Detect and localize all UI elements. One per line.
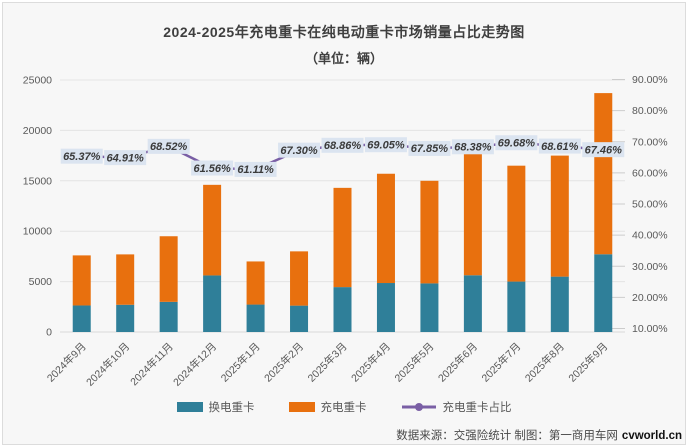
bar-segment-battery-swap bbox=[203, 275, 222, 332]
legend-item-share: 充电重卡占比 bbox=[401, 399, 512, 415]
x-axis-label: 2025年3月 bbox=[305, 340, 350, 385]
legend-label-charging: 充电重卡 bbox=[320, 402, 367, 414]
y2-axis-label: 70.00% bbox=[632, 136, 668, 148]
bar-segment-charging bbox=[463, 152, 482, 276]
bar-segment-charging bbox=[159, 236, 178, 302]
x-axis-label: 2025年6月 bbox=[435, 340, 480, 385]
site-name: cvworld.cn bbox=[621, 430, 682, 442]
legend-item-charging: 充电重卡 bbox=[288, 399, 367, 415]
y-axis-label: 25000 bbox=[23, 75, 52, 87]
source-text: 数据来源：交强险统计 制图：第一商用车网 bbox=[396, 430, 618, 442]
x-axis-label: 2024年11月 bbox=[128, 340, 176, 388]
legend: 换电重卡 充电重卡 充电重卡占比 bbox=[0, 399, 688, 415]
share-label: 67.46% bbox=[585, 144, 623, 156]
share-label: 61.56% bbox=[193, 163, 231, 175]
x-axis-label: 2025年2月 bbox=[261, 340, 306, 385]
x-axis-label: 2024年9月 bbox=[44, 340, 89, 385]
x-axis-label: 2025年9月 bbox=[566, 340, 611, 385]
x-axis-label: 2025年1月 bbox=[218, 340, 263, 385]
bar-segment-charging bbox=[333, 187, 352, 288]
legend-label-share: 充电重卡占比 bbox=[442, 402, 512, 414]
title-block: 2024-2025年充电重卡在纯电动重卡市场销量占比走势图 （单位：辆） bbox=[0, 22, 688, 67]
bar-segment-charging bbox=[550, 155, 569, 277]
y2-axis-label: 40.00% bbox=[632, 230, 668, 242]
share-label-chip bbox=[538, 138, 581, 154]
x-axis-label: 2025年4月 bbox=[348, 340, 393, 385]
share-label: 68.86% bbox=[324, 140, 362, 152]
share-label: 61.11% bbox=[237, 164, 274, 176]
bar-segment-charging bbox=[376, 173, 395, 284]
share-label-chip bbox=[582, 142, 625, 158]
legend-item-battery-swap: 换电重卡 bbox=[176, 399, 255, 415]
bar-segment-charging bbox=[594, 93, 613, 255]
share-label-chip bbox=[321, 137, 364, 153]
bar-segment-battery-swap bbox=[246, 304, 265, 332]
share-label-chip bbox=[234, 161, 277, 177]
chart-title: 2024-2025年充电重卡在纯电动重卡市场销量占比走势图 bbox=[163, 24, 525, 40]
y2-axis-label: 90.00% bbox=[632, 74, 668, 86]
bar-segment-battery-swap bbox=[290, 305, 309, 332]
source-note: 数据来源：交强险统计 制图：第一商用车网 cvworld.cn bbox=[396, 427, 682, 443]
bar-segment-battery-swap bbox=[463, 275, 482, 332]
share-label: 69.05% bbox=[367, 140, 405, 152]
y-axis-label: 5000 bbox=[29, 276, 53, 288]
x-axis-label: 2025年7月 bbox=[479, 340, 524, 385]
chart-subtitle: （单位：辆） bbox=[304, 51, 383, 66]
bar-segment-charging bbox=[203, 184, 222, 276]
bar-segment-charging bbox=[507, 165, 526, 282]
y2-axis-label: 50.00% bbox=[632, 199, 668, 211]
share-label: 67.85% bbox=[411, 143, 449, 155]
bar-segment-battery-swap bbox=[594, 254, 613, 332]
share-label-chip bbox=[408, 140, 451, 156]
share-label: 64.91% bbox=[107, 152, 145, 164]
share-label-chip bbox=[104, 150, 147, 166]
share-label-chip bbox=[60, 148, 103, 164]
x-axis-label: 2025年5月 bbox=[392, 340, 437, 385]
bar-segment-charging bbox=[116, 254, 135, 305]
bar-segment-charging bbox=[420, 180, 439, 284]
y2-axis-label: 20.00% bbox=[632, 292, 668, 304]
bar-segment-battery-swap bbox=[507, 281, 526, 332]
y-axis-label: 20000 bbox=[23, 125, 52, 137]
share-label: 67.30% bbox=[280, 145, 318, 157]
x-axis-label: 2024年10月 bbox=[83, 340, 132, 389]
y-axis-label: 15000 bbox=[23, 175, 52, 187]
bar-segment-charging bbox=[290, 251, 309, 306]
share-line-swatch-icon bbox=[401, 403, 436, 411]
bar-segment-battery-swap bbox=[550, 276, 569, 332]
share-label: 68.52% bbox=[150, 141, 188, 153]
share-label-chip bbox=[147, 138, 190, 154]
bar-segment-battery-swap bbox=[159, 301, 178, 332]
y-axis-label: 0 bbox=[46, 327, 52, 339]
y2-axis-label: 80.00% bbox=[632, 105, 668, 117]
share-label-chip bbox=[364, 137, 407, 153]
charging-swatch-icon bbox=[288, 402, 315, 412]
x-axis-label: 2024年12月 bbox=[170, 340, 219, 389]
share-label-chip bbox=[278, 142, 321, 158]
share-label: 69.68% bbox=[498, 138, 536, 150]
y2-axis-label: 30.00% bbox=[632, 261, 668, 273]
share-label-chip bbox=[191, 160, 234, 176]
battery-swap-swatch-icon bbox=[176, 402, 203, 412]
share-label: 65.37% bbox=[63, 151, 101, 163]
bar-segment-battery-swap bbox=[116, 304, 135, 332]
bar-segment-charging bbox=[72, 255, 91, 306]
bar-segment-battery-swap bbox=[333, 287, 352, 332]
bar-segment-battery-swap bbox=[376, 283, 395, 332]
share-label-chip bbox=[495, 135, 538, 151]
share-label-chip bbox=[451, 139, 494, 155]
bar-segment-battery-swap bbox=[72, 305, 91, 332]
bar-segment-battery-swap bbox=[420, 283, 439, 332]
y-axis-label: 10000 bbox=[23, 226, 52, 238]
share-label: 68.61% bbox=[541, 141, 579, 153]
x-axis-label: 2025年8月 bbox=[522, 340, 567, 385]
y2-axis-label: 10.00% bbox=[632, 323, 668, 335]
bar-segment-charging bbox=[246, 261, 265, 305]
share-label: 68.38% bbox=[454, 142, 492, 154]
y2-axis-label: 60.00% bbox=[632, 167, 668, 179]
legend-label-battery-swap: 换电重卡 bbox=[208, 402, 255, 414]
